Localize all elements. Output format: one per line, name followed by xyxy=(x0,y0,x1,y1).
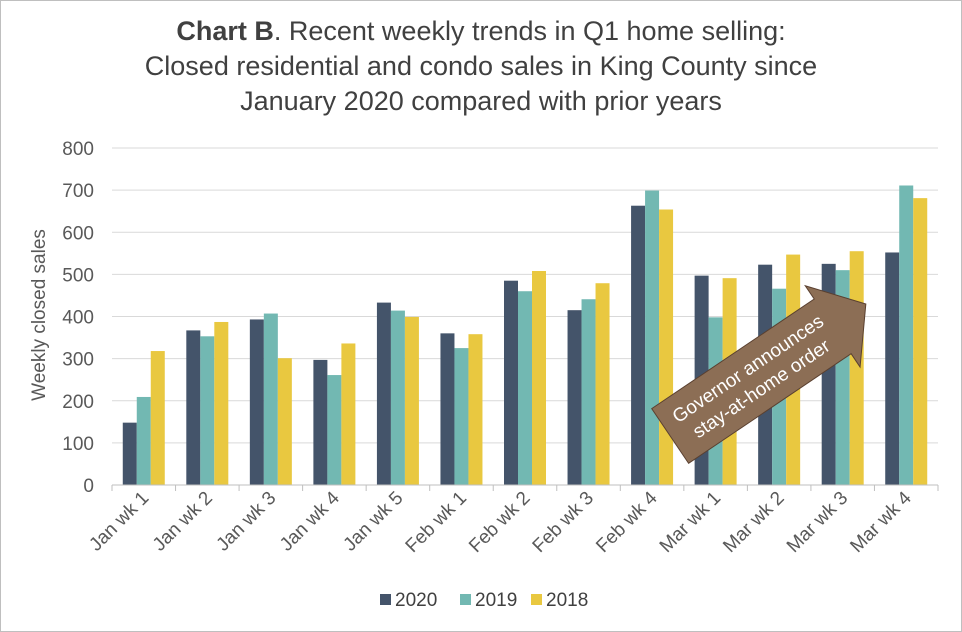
bar-2018 xyxy=(659,209,674,485)
title-line-1: Chart B. Recent weekly trends in Q1 home… xyxy=(0,14,962,49)
title-bold: Chart B xyxy=(176,16,274,46)
bar-2019 xyxy=(518,291,532,485)
bar-2018 xyxy=(404,316,419,485)
legend-label-2018: 2018 xyxy=(546,590,588,611)
x-tick-label: Feb wk 1 xyxy=(402,488,471,557)
y-tick-label: 600 xyxy=(62,223,94,244)
bar-2018 xyxy=(913,198,928,485)
bar-2019 xyxy=(327,375,342,485)
bar-2020 xyxy=(376,302,391,485)
bar-2020 xyxy=(885,252,900,485)
bar-2020 xyxy=(122,422,137,485)
bar-2018 xyxy=(849,251,864,485)
x-tick-label: Feb wk 2 xyxy=(465,488,534,557)
bar-2020 xyxy=(504,280,518,485)
title-line-3: January 2020 compared with prior years xyxy=(240,86,722,116)
x-tick-label: Jan wk 1 xyxy=(85,488,153,556)
x-tick-label: Mar wk 3 xyxy=(783,488,852,557)
bar-2020 xyxy=(440,333,455,485)
x-tick-label: Mar wk 1 xyxy=(656,488,725,557)
legend-swatch-2019 xyxy=(460,594,471,605)
bar-2018 xyxy=(468,334,483,485)
y-tick-label: 100 xyxy=(62,434,94,455)
bar-2019 xyxy=(200,336,215,485)
bar-2018 xyxy=(532,271,546,485)
bar-2019 xyxy=(136,396,151,485)
y-tick-label: 200 xyxy=(62,392,94,413)
y-tick-label: 700 xyxy=(62,181,94,202)
bar-2019 xyxy=(899,185,914,485)
y-tick-label: 800 xyxy=(62,139,94,160)
y-tick-label: 400 xyxy=(62,308,94,329)
bar-2018 xyxy=(595,283,610,485)
bar-2018 xyxy=(150,351,165,485)
bar-2018 xyxy=(277,358,292,485)
bar-2020 xyxy=(249,319,264,485)
title-rest: . Recent weekly trends in Q1 home sellin… xyxy=(273,16,786,46)
bar-2020 xyxy=(631,205,646,485)
x-tick-label: Mar wk 4 xyxy=(846,487,916,557)
x-tick-label: Jan wk 5 xyxy=(340,488,408,556)
bar-2019 xyxy=(581,299,596,485)
bar-2020 xyxy=(186,330,201,485)
x-tick-label: Feb wk 4 xyxy=(592,487,662,557)
bar-2019 xyxy=(263,313,278,485)
bar-2019 xyxy=(645,190,660,485)
title-line-2: Closed residential and condo sales in Ki… xyxy=(144,51,818,81)
bar-2019 xyxy=(390,310,405,485)
bar-2020 xyxy=(313,359,328,485)
x-tick-label: Jan wk 2 xyxy=(149,488,217,556)
legend-swatch-2020 xyxy=(380,594,391,605)
bar-2018 xyxy=(214,321,229,485)
legend-swatch-2018 xyxy=(531,594,542,605)
y-axis-label: Weekly closed sales xyxy=(29,229,50,401)
x-tick-label: Jan wk 4 xyxy=(276,487,344,555)
legend-label-2020: 2020 xyxy=(395,590,437,611)
x-axis xyxy=(111,484,939,491)
bar-2019 xyxy=(454,348,469,485)
bar-2020 xyxy=(567,310,582,485)
legend: 2020 2019 2018 xyxy=(380,590,588,611)
chart-title: Chart B. Recent weekly trends in Q1 home… xyxy=(0,14,962,119)
x-tick-label: Mar wk 2 xyxy=(719,488,788,557)
y-tick-label: 300 xyxy=(62,350,94,371)
y-tick-label: 0 xyxy=(83,476,94,497)
arrow-shape xyxy=(651,284,867,465)
x-tick-label: Jan wk 3 xyxy=(213,488,281,556)
x-tick-label: Feb wk 3 xyxy=(529,488,598,557)
bar-2018 xyxy=(341,343,356,485)
y-axis-ticks: 0 100 200 300 400 500 600 700 800 xyxy=(62,139,94,497)
legend-label-2019: 2019 xyxy=(475,590,517,611)
y-tick-label: 500 xyxy=(62,265,94,286)
